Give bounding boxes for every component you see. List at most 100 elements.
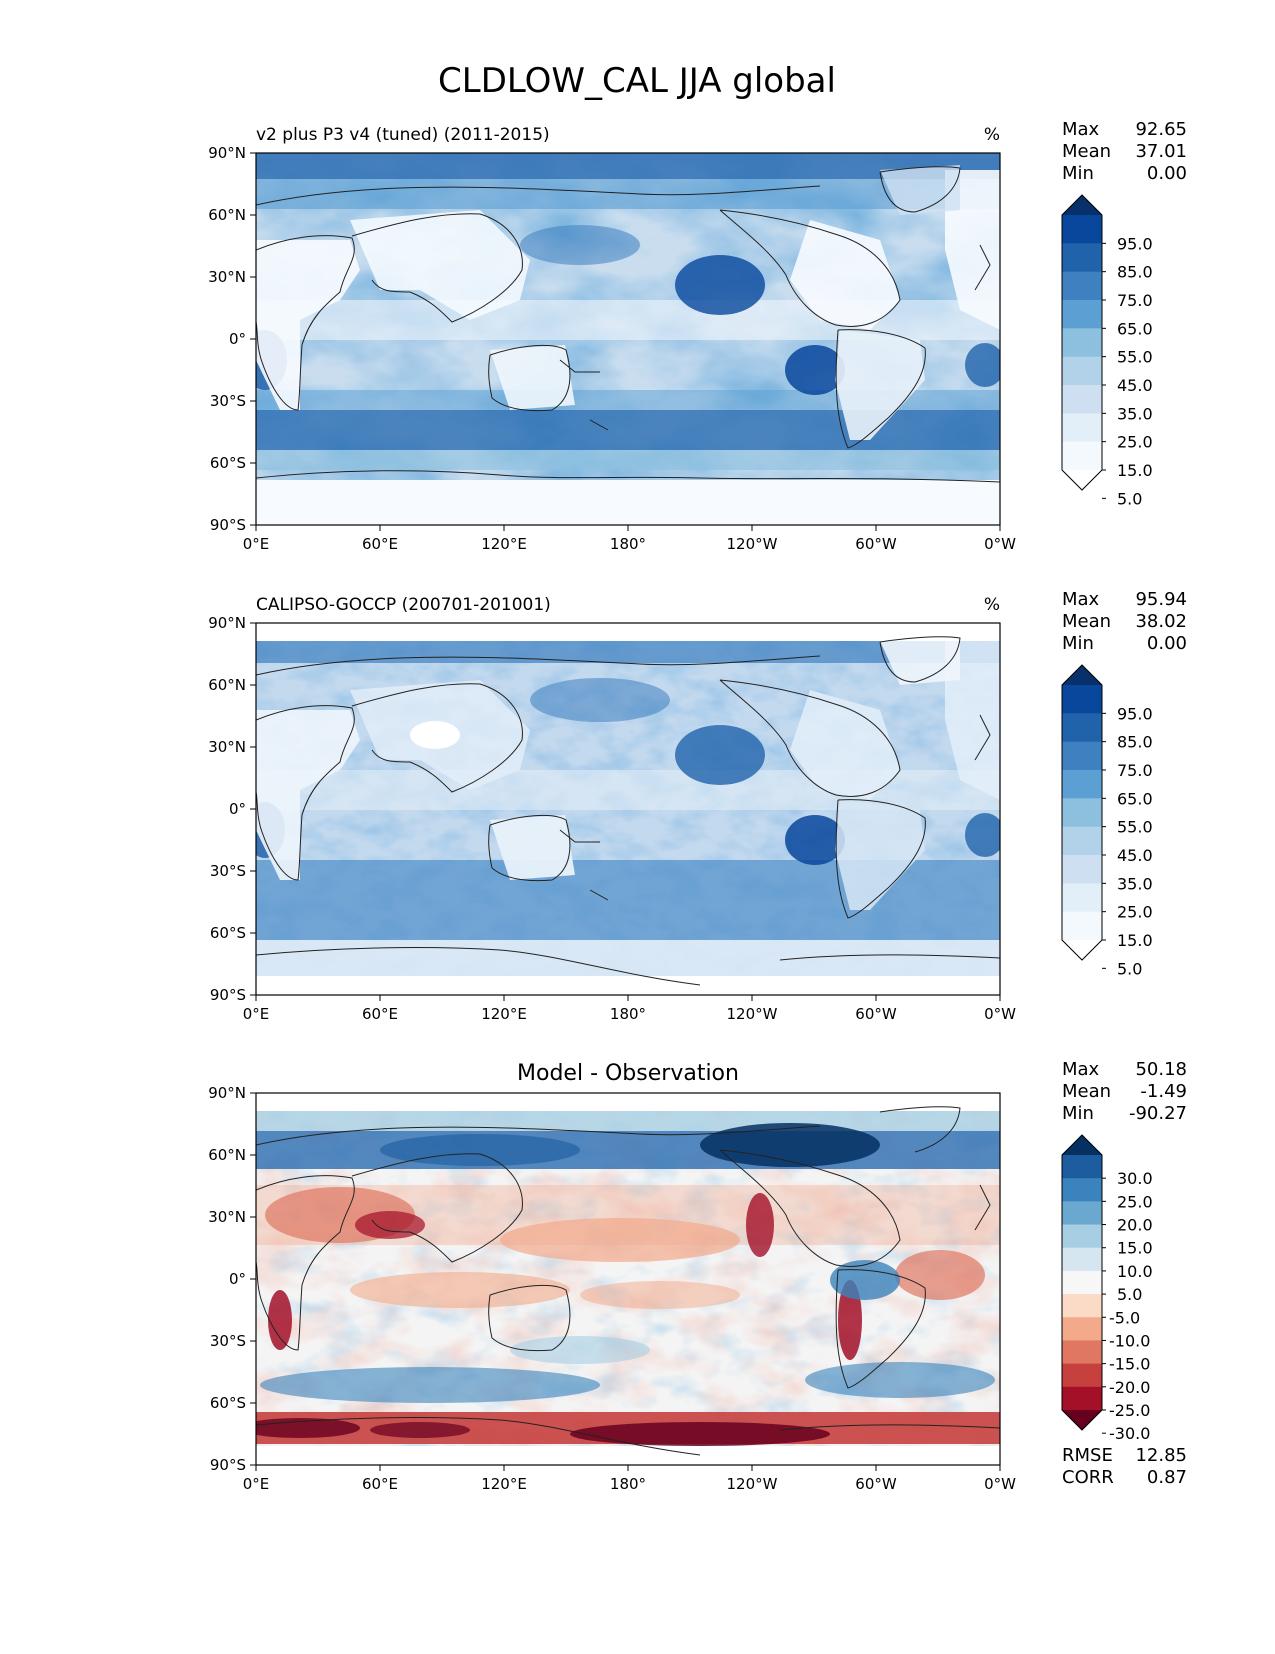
- colorbar-tick-label: 20.0: [1117, 1216, 1153, 1235]
- colorbar-segment: [1062, 215, 1102, 244]
- colorbar-segment: [1062, 1247, 1102, 1272]
- stat-label-mean: Mean: [1062, 611, 1111, 632]
- stat-label-corr: CORR: [1062, 1467, 1114, 1488]
- contour-field: [256, 623, 1000, 995]
- colorbar-tick-label: 25.0: [1117, 433, 1153, 452]
- stat-label-mean: Mean: [1062, 141, 1111, 162]
- y-tick-label: 60°N: [208, 206, 246, 224]
- y-tick-label: 90°N: [208, 144, 246, 162]
- stat-value-max: 50.18: [1135, 1059, 1187, 1080]
- colorbar-segment: [1062, 770, 1102, 799]
- panel-title: Model - Observation: [517, 1061, 739, 1086]
- axes: 0°E 60°E 120°E 180° 120°W 60°W 0°W 90°N 60°N 30°N…: [208, 1084, 1016, 1493]
- coastlines: [256, 166, 1000, 483]
- coastlines: [256, 636, 1000, 986]
- stats-box: Max 95.94 Mean 38.02 Min 0.00: [1062, 589, 1187, 654]
- x-tick-label: 120°E: [481, 535, 527, 553]
- y-tick-label: 60°S: [210, 454, 246, 472]
- stats-box: Max 50.18 Mean -1.49 Min -90.27: [1062, 1059, 1187, 1124]
- stat-label-min: Min: [1062, 1103, 1094, 1124]
- colorbar-segment: [1062, 328, 1102, 358]
- colorbar-tick-label: 25.0: [1117, 903, 1153, 922]
- colorbar-segment: [1062, 1270, 1102, 1295]
- x-tick-label: 0°W: [984, 1005, 1016, 1023]
- colorbar-tick-label: -5.0: [1109, 1308, 1140, 1327]
- colorbar-tick-label: 85.0: [1117, 263, 1153, 282]
- rmse-corr-box: RMSE 12.85 CORR 0.87: [1062, 1445, 1187, 1488]
- colorbar-segment: [1062, 1224, 1102, 1249]
- colorbar-tick-label: 45.0: [1117, 846, 1153, 865]
- stat-label-max: Max: [1062, 1059, 1100, 1080]
- y-tick-label: 60°S: [210, 1394, 246, 1412]
- colorbar-tick-label: 45.0: [1117, 376, 1153, 395]
- x-tick-label: 180°: [610, 1475, 646, 1493]
- axes: 0°E 60°E 120°E 180° 120°W 60°W 0°W 90°N 60°N 30°N…: [208, 144, 1016, 553]
- colorbar-tick-label: -20.0: [1109, 1378, 1150, 1397]
- colorbar-extend-max: [1062, 665, 1102, 685]
- colorbar-extend-min: [1062, 1410, 1102, 1430]
- colorbar-tick-label: 30.0: [1117, 1169, 1153, 1188]
- y-tick-label: 30°N: [208, 268, 246, 286]
- panel-observation: CALIPSO-GOCCP (200701-201001) %: [208, 589, 1187, 1023]
- colorbar-tick-label: 55.0: [1117, 348, 1153, 367]
- stat-value-min: 0.00: [1147, 163, 1187, 184]
- stat-value-min: -90.27: [1129, 1103, 1187, 1124]
- colorbar-segment: [1062, 855, 1102, 884]
- units-label: %: [984, 125, 1000, 145]
- y-tick-label: 90°N: [208, 1084, 246, 1102]
- x-tick-label: 120°W: [727, 535, 778, 553]
- axes: 0°E 60°E 120°E 180° 120°W 60°W 0°W 90°N 60°N 30°N…: [208, 614, 1016, 1023]
- colorbar-segment: [1062, 1340, 1102, 1365]
- colorbar-segment: [1062, 1363, 1102, 1388]
- colorbar-tick-label: 65.0: [1117, 319, 1153, 338]
- colorbar-tick-label: 85.0: [1117, 733, 1153, 752]
- stat-value-mean: -1.49: [1140, 1081, 1187, 1102]
- colorbar-tick-label: 95.0: [1117, 704, 1153, 723]
- x-tick-label: 60°E: [362, 1475, 398, 1493]
- figure-title: CLDLOW_CAL JJA global: [438, 61, 836, 101]
- stat-label-mean: Mean: [1062, 1081, 1111, 1102]
- x-tick-label: 60°W: [855, 535, 897, 553]
- colorbar-tick-label: 15.0: [1117, 931, 1153, 950]
- y-tick-label: 60°N: [208, 676, 246, 694]
- stat-value-min: 0.00: [1147, 633, 1187, 654]
- colorbar-extend-max: [1062, 195, 1102, 215]
- colorbar-segment: [1062, 713, 1102, 743]
- stat-value-max: 92.65: [1135, 119, 1187, 140]
- colorbar-segment: [1062, 1155, 1102, 1179]
- colorbar-segment: [1062, 1178, 1102, 1202]
- x-tick-label: 120°E: [481, 1005, 527, 1023]
- colorbar-tick-label: -10.0: [1109, 1331, 1150, 1350]
- stat-value-mean: 38.02: [1135, 611, 1187, 632]
- colorbar-segment: [1062, 441, 1102, 471]
- y-tick-label: 0°: [229, 1270, 246, 1288]
- stat-value-rmse: 12.85: [1135, 1445, 1187, 1466]
- colorbar-segment: [1062, 300, 1102, 329]
- colorbar-segment: [1062, 883, 1102, 913]
- y-tick-label: 60°S: [210, 924, 246, 942]
- colorbar-tick-label: 65.0: [1117, 789, 1153, 808]
- colorbar-tick-label: 75.0: [1117, 291, 1153, 310]
- stats-box: Max 92.65 Mean 37.01 Min 0.00: [1062, 119, 1187, 184]
- stat-label-max: Max: [1062, 119, 1100, 140]
- coastlines: [256, 1106, 1000, 1456]
- colorbar-segment: [1062, 1294, 1102, 1318]
- colorbar-segment: [1062, 826, 1102, 856]
- x-tick-label: 60°W: [855, 1475, 897, 1493]
- colorbar-extend-min: [1062, 470, 1102, 490]
- y-tick-label: 90°S: [210, 516, 246, 534]
- y-tick-label: 90°S: [210, 986, 246, 1004]
- colorbar-segment: [1062, 798, 1102, 828]
- colorbar-segment: [1062, 685, 1102, 714]
- stat-value-mean: 37.01: [1135, 141, 1187, 162]
- colorbar-tick-label: 25.0: [1117, 1192, 1153, 1211]
- stat-label-max: Max: [1062, 589, 1100, 610]
- stat-label-min: Min: [1062, 163, 1094, 184]
- colorbar-tick-label: -25.0: [1109, 1401, 1150, 1420]
- colorbar-tick-label: 55.0: [1117, 818, 1153, 837]
- y-tick-label: 60°N: [208, 1146, 246, 1164]
- x-tick-label: 120°W: [727, 1475, 778, 1493]
- stat-value-max: 95.94: [1135, 589, 1187, 610]
- panel-title: CALIPSO-GOCCP (200701-201001): [256, 595, 551, 615]
